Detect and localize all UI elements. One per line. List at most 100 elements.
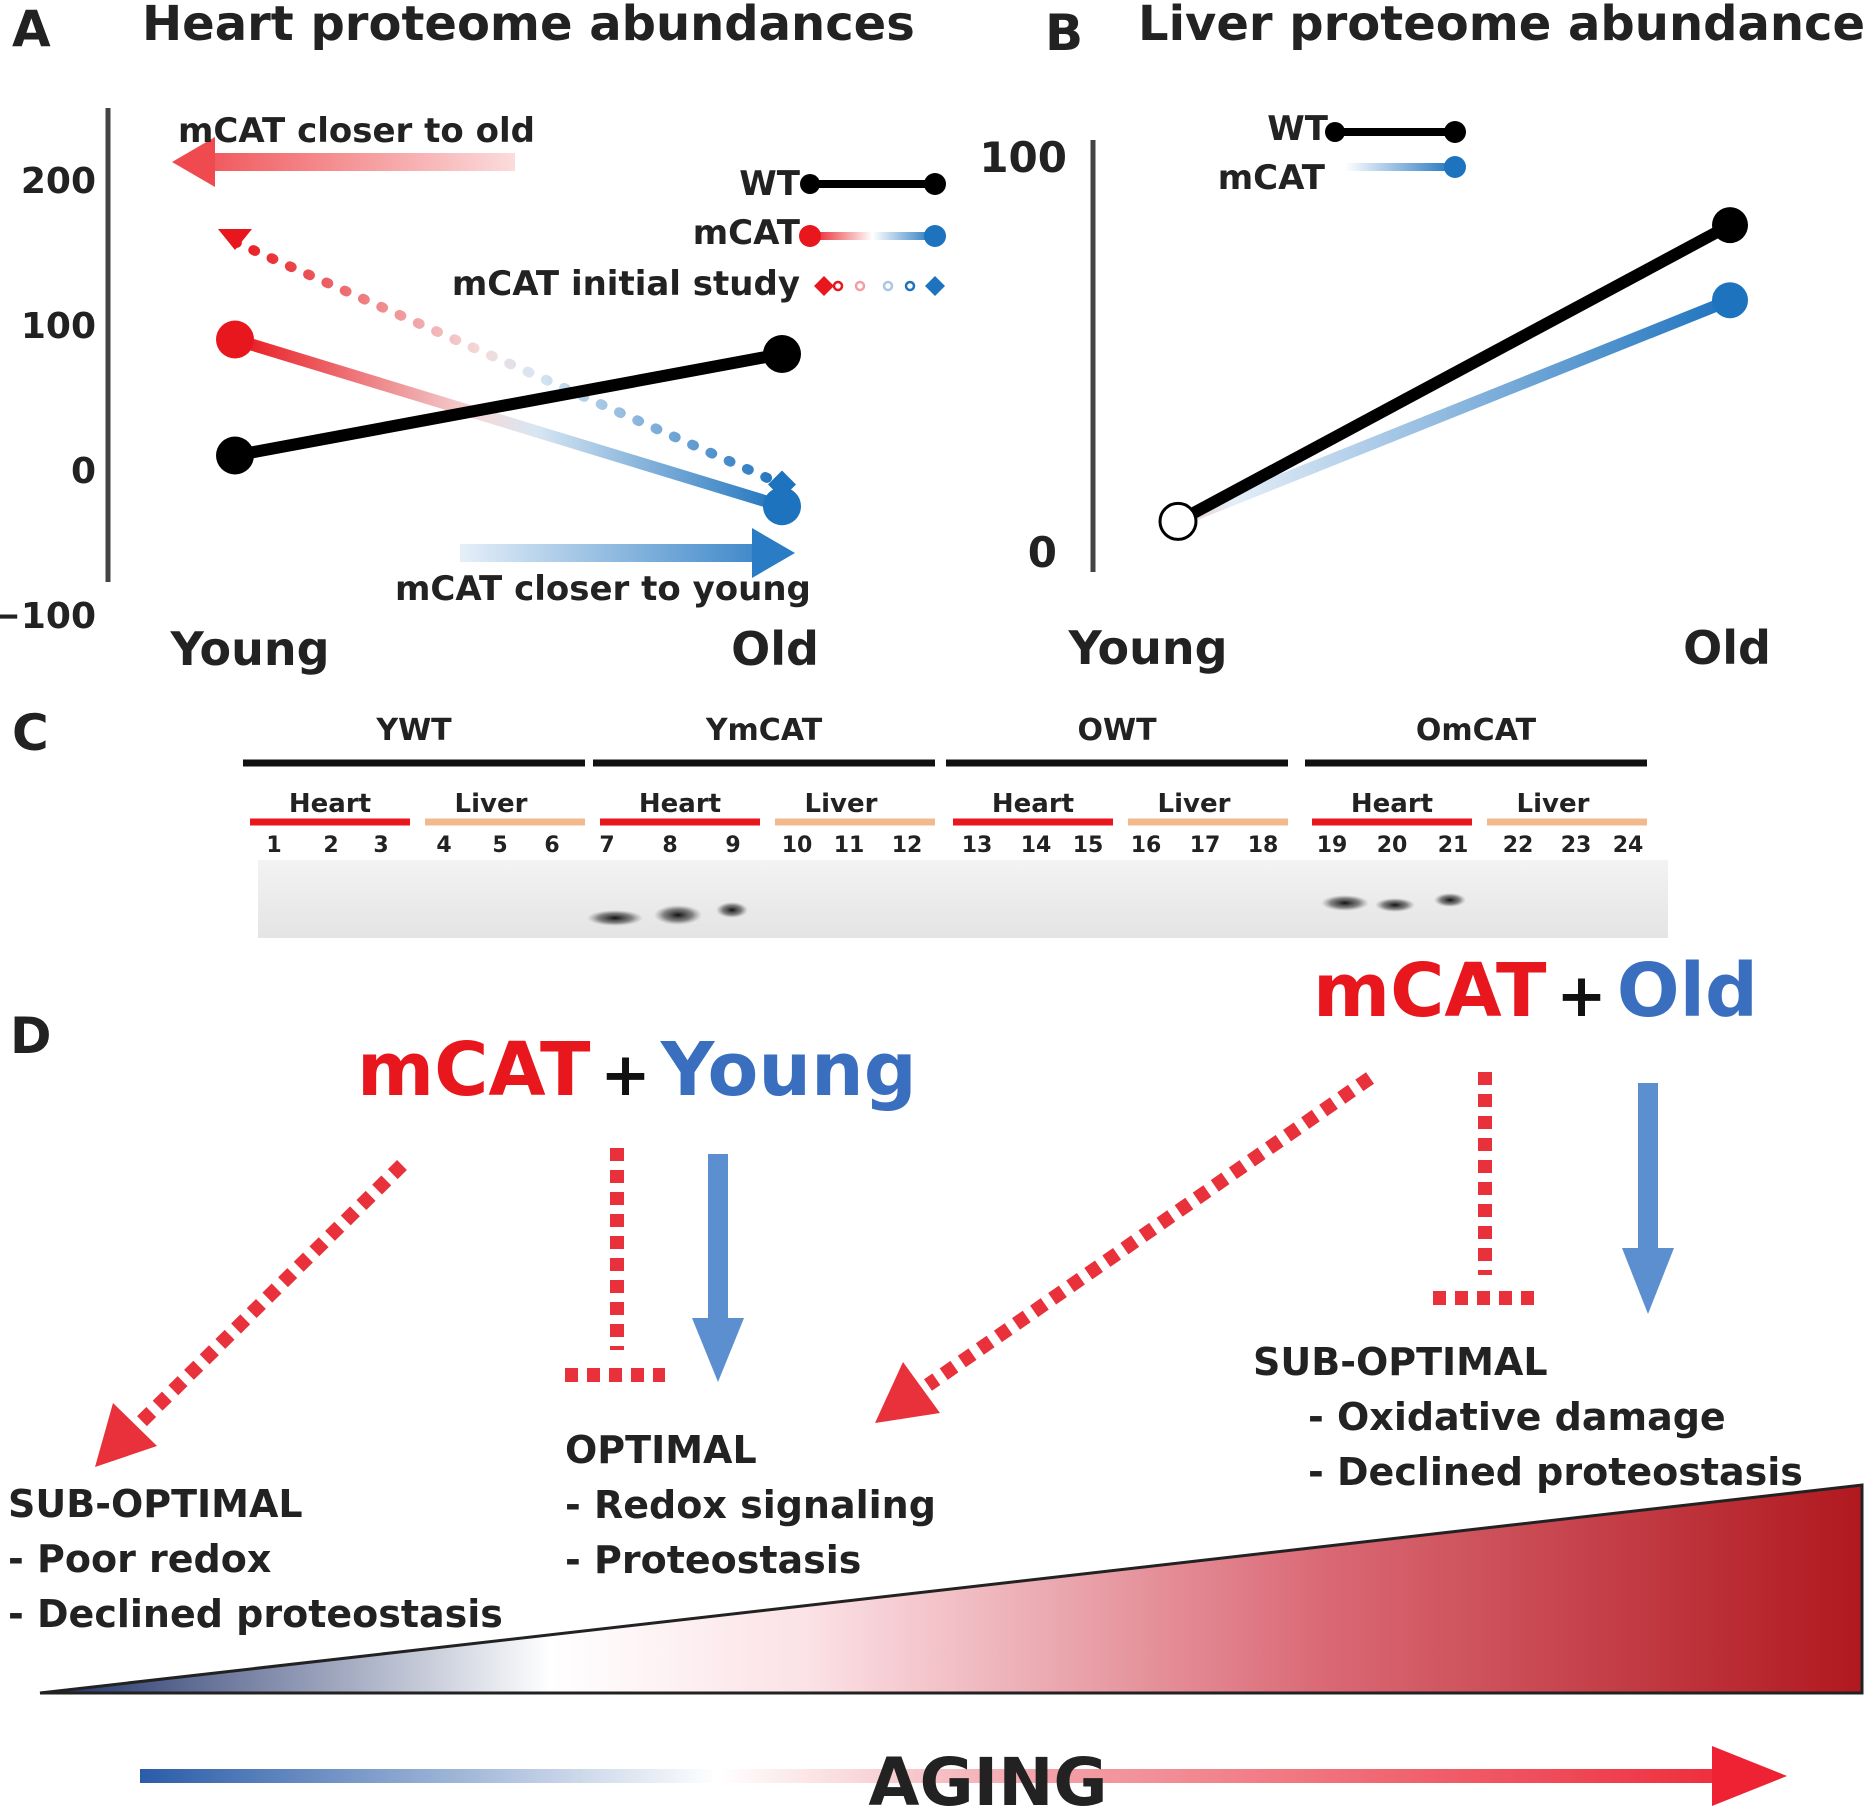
mcat-old-mcat: mCAT: [1313, 948, 1547, 1034]
arrow-closer-to-old: [172, 137, 515, 187]
arrow-closer-to-old-label: mCAT closer to old: [178, 111, 535, 151]
panel-a-y-tick-2: 0: [71, 451, 96, 492]
lane-number: 24: [1613, 833, 1644, 858]
panel-b-x-label-young: Young: [1067, 621, 1227, 675]
panel-b-y-ticks: 100 0: [979, 133, 1067, 577]
old-blue-arrow: [1622, 1083, 1674, 1314]
legend-wt-label: WT: [739, 164, 801, 204]
panel-a-title: Heart proteome abundances: [142, 0, 915, 52]
tissue-label-heart: Heart: [639, 789, 721, 819]
series-b-wt-point-old: [1712, 207, 1748, 244]
mcat-young-plus: +: [600, 1040, 650, 1110]
panel-c-groups: YWT Heart Liver YmCAT Heart Liver OWT Heart Live…: [243, 713, 1647, 826]
panel-b-y-tick-1: 0: [1028, 528, 1057, 577]
panel-b-letter: B: [1045, 4, 1083, 62]
legend-b-wt-label: WT: [1267, 109, 1329, 149]
tissue-label-liver: Liver: [455, 789, 528, 819]
series-mcat-initial-point-young: [218, 229, 252, 250]
panel-d: D mCAT + Young mCAT + Old: [8, 948, 1864, 1815]
tissue-label-heart: Heart: [992, 789, 1074, 819]
series-b-wt-line: [1175, 219, 1733, 527]
tissue-label-liver: Liver: [1517, 789, 1590, 819]
mcat-young-heading: mCAT + Young: [357, 1027, 917, 1113]
panel-a-y-ticks: 200 100 0 −100: [0, 161, 96, 637]
outcome-mid-line2: - Proteostasis: [565, 1538, 861, 1582]
panel-a-plot: [216, 229, 801, 526]
western-blot: [258, 860, 1668, 938]
lane-number: 15: [1073, 833, 1104, 858]
panel-b-title: Liver proteome abundances: [1138, 0, 1865, 52]
panel-c-lane-numbers: 1 2 3 4 5 6 7 8 9 10 11 12 13 14 15 16 17 18 19 20 21 22 23 24: [266, 833, 1643, 858]
lane-number: 6: [544, 833, 559, 858]
lane-number: 16: [1131, 833, 1162, 858]
panel-b-x-label-old: Old: [1683, 621, 1771, 675]
series-mcat-point-old: [763, 487, 801, 526]
lane-number: 1: [266, 833, 281, 858]
outcome-mid: OPTIMAL - Redox signaling - Proteostasis: [565, 1428, 936, 1582]
outcome-left-title: SUB-OPTIMAL: [8, 1482, 303, 1526]
outcome-mid-line1: - Redox signaling: [565, 1483, 936, 1527]
series-mcat-line: [233, 333, 784, 512]
panel-c: C YWT Heart Liver YmCAT Heart Liver OWT Heart Li…: [12, 704, 1668, 938]
outcome-right-line1: - Oxidative damage: [1308, 1395, 1726, 1439]
aging-triangle: [39, 1483, 1864, 1695]
legend-mcat-label: mCAT: [693, 213, 801, 253]
lane-number: 18: [1248, 833, 1279, 858]
legend-b-mcat-label: mCAT: [1218, 158, 1326, 198]
lane-number: 20: [1377, 833, 1408, 858]
old-red-dotted-arrow: [875, 1072, 1374, 1423]
lane-number: 5: [492, 833, 507, 858]
group-label-omcat: OmCAT: [1416, 713, 1537, 748]
lane-number: 19: [1317, 833, 1348, 858]
panel-a-x-label-young: Young: [169, 622, 329, 676]
outcome-left-line2: - Declined proteostasis: [8, 1592, 503, 1636]
young-red-dotted-arrow: [95, 1160, 407, 1467]
lane-number: 11: [834, 833, 865, 858]
lane-number: 12: [892, 833, 923, 858]
series-mcat-initial-line: [230, 237, 787, 490]
lane-number: 13: [962, 833, 993, 858]
panel-a-y-tick-0: 200: [21, 161, 96, 202]
blot-bands: [587, 893, 1466, 926]
lane-number: 7: [599, 833, 614, 858]
aging-label: AGING: [868, 1744, 1107, 1815]
panel-a-letter: A: [12, 0, 51, 58]
mcat-old-plus: +: [1556, 961, 1606, 1031]
arrow-closer-to-young: [460, 528, 795, 578]
outcome-right-title: SUB-OPTIMAL: [1253, 1340, 1548, 1384]
lane-number: 9: [725, 833, 740, 858]
panel-d-letter: D: [10, 1007, 52, 1065]
tissue-label-liver: Liver: [805, 789, 878, 819]
legend-initial-study-label: mCAT initial study: [452, 264, 800, 304]
panel-b: B Liver proteome abundances 100 0 WT mCAT…: [979, 0, 1865, 675]
tissue-label-liver: Liver: [1158, 789, 1231, 819]
lane-number: 14: [1021, 833, 1052, 858]
series-wt-line: [233, 348, 784, 462]
mcat-old-heading: mCAT + Old: [1313, 948, 1758, 1034]
group-label-ymcat: YmCAT: [705, 713, 823, 748]
group-label-ywt: YWT: [375, 713, 452, 748]
lane-number: 22: [1503, 833, 1534, 858]
series-wt-point-old: [763, 335, 801, 373]
mcat-old-old: Old: [1617, 948, 1758, 1034]
lane-number: 3: [373, 833, 388, 858]
outcome-right: SUB-OPTIMAL - Oxidative damage - Decline…: [1253, 1340, 1803, 1494]
tissue-label-heart: Heart: [1351, 789, 1433, 819]
lane-number: 4: [436, 833, 451, 858]
panel-a-x-label-old: Old: [731, 622, 819, 676]
lane-number: 23: [1561, 833, 1592, 858]
series-mcat-point-young: [216, 320, 254, 359]
aging-arrow: [140, 1746, 1787, 1806]
old-red-inhibition: [1433, 1072, 1535, 1305]
young-red-inhibition: [565, 1148, 665, 1382]
outcome-left-line1: - Poor redox: [8, 1537, 271, 1581]
panel-a-y-tick-1: 100: [21, 306, 96, 347]
series-wt-point-young: [216, 436, 254, 475]
panel-b-y-tick-0: 100: [979, 133, 1067, 182]
panel-b-plot: [1158, 207, 1748, 541]
panel-a-legend: WT mCAT mCAT initial study: [452, 164, 946, 304]
lane-number: 8: [662, 833, 677, 858]
lane-number: 21: [1438, 833, 1469, 858]
panel-a-y-tick-3: −100: [0, 596, 96, 637]
